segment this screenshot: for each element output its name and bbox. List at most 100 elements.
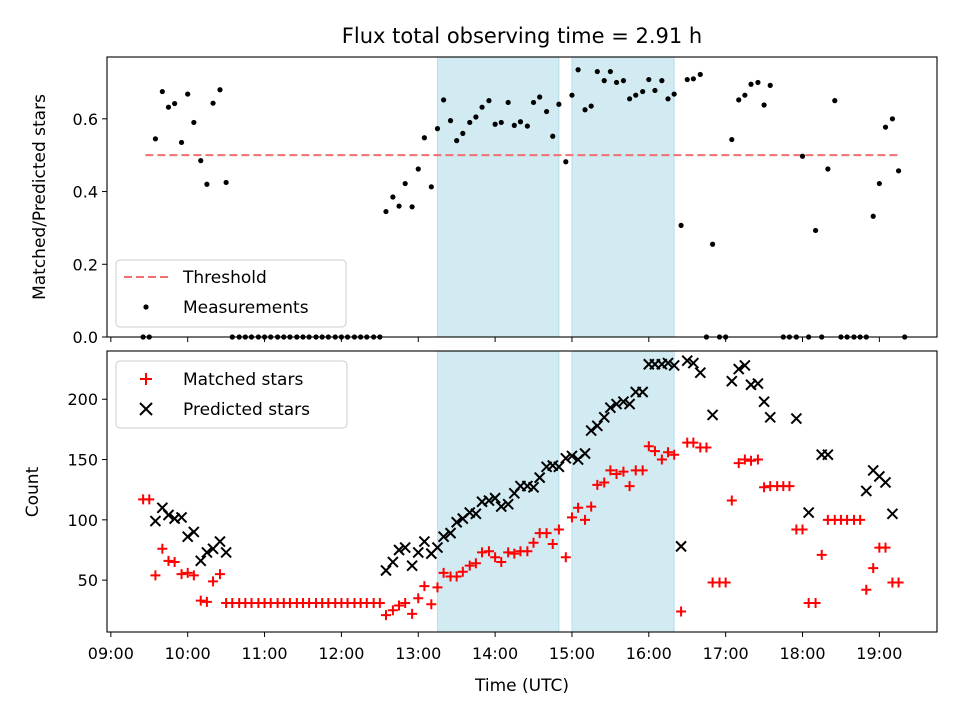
predicted-star-point: [726, 375, 738, 387]
measurement-point: [882, 124, 889, 130]
matched-star-point: [163, 555, 174, 566]
matched-star-point: [643, 441, 654, 452]
predicted-stars-series: [149, 354, 899, 577]
predicted-star-point: [566, 450, 578, 462]
measurement-point: [607, 68, 613, 75]
predicted-star-point: [175, 511, 188, 524]
matched-star-point: [432, 582, 443, 593]
matched-star-point: [483, 546, 494, 557]
measurement-point: [505, 99, 511, 106]
shaded-interval-bottom-0: [436, 350, 560, 633]
top-legend: Threshold Measurements: [115, 259, 347, 328]
matched-star-point: [752, 454, 763, 465]
measurement-point: [498, 119, 504, 126]
measurement-point: [684, 76, 690, 83]
measurement-point: [434, 126, 441, 132]
matched-star-point: [701, 442, 712, 453]
predicted-star-point: [412, 546, 424, 559]
predicted-star-point: [195, 555, 207, 567]
measurement-point: [755, 79, 761, 86]
predicted-star-point: [790, 412, 803, 425]
matched-star-point: [195, 595, 206, 606]
matched-star-point: [201, 596, 212, 607]
measurement-point: [613, 79, 620, 86]
shaded-interval-top-0: [436, 56, 560, 338]
measurement-point: [421, 135, 427, 141]
measurement-point: [165, 104, 172, 110]
measurement-point: [748, 81, 754, 87]
matched-star-point: [861, 584, 872, 595]
matched-star-point: [503, 547, 514, 558]
measurement-point: [588, 103, 594, 109]
chart-title: Flux total observing time = 2.91 h: [342, 24, 702, 48]
predicted-star-point: [591, 420, 604, 432]
matched-star-point: [746, 455, 757, 466]
bottom-xtick-label: 19:00: [856, 644, 902, 663]
matched-star-point: [726, 495, 737, 506]
matched-star-point: [893, 577, 904, 588]
measurement-point: [825, 166, 831, 172]
matched-star-point: [720, 577, 731, 588]
measurement-point: [594, 68, 600, 75]
predicted-star-point: [418, 535, 431, 548]
matched-star-point: [566, 512, 577, 523]
measurement-point: [697, 71, 703, 78]
matched-star-point: [438, 567, 449, 578]
predicted-star-point: [406, 559, 418, 572]
measurement-point: [467, 119, 473, 126]
measurement-point: [217, 87, 223, 93]
predicted-star-point: [579, 447, 591, 460]
matched-star-point: [182, 567, 193, 578]
matched-star-point: [573, 502, 584, 513]
matched-star-point: [208, 576, 219, 587]
predicted-star-point: [527, 481, 540, 493]
matched-star-point: [656, 454, 667, 465]
bottom-ytick-label: 50: [78, 571, 98, 590]
matched-star-point: [618, 466, 629, 477]
matched-star-point: [580, 514, 591, 525]
predicted-star-point: [610, 398, 623, 410]
measurement-point: [191, 119, 197, 126]
predicted-star-point: [681, 354, 693, 367]
predicted-star-point: [886, 508, 899, 520]
legend-matched-label: Matched stars: [183, 370, 303, 390]
predicted-star-point: [470, 508, 482, 520]
bottom-xtick-label: 14:00: [472, 644, 518, 663]
ratio-panel: 0.0 0.2 0.4 0.6 Matched/Predicted stars Thr…: [30, 56, 938, 347]
matched-star-point: [688, 437, 699, 448]
measurement-point: [172, 100, 178, 107]
measurement-point: [556, 101, 562, 107]
matched-star-point: [599, 477, 610, 488]
predicted-star-point: [752, 377, 764, 390]
measurement-point: [620, 78, 627, 84]
bottom-ytick-label: 150: [67, 451, 98, 470]
matched-star-point: [464, 560, 475, 571]
matched-star-point: [509, 548, 520, 559]
measurement-point: [543, 108, 550, 115]
matched-star-point: [150, 570, 161, 581]
matched-star-point: [214, 569, 225, 580]
matched-star-point: [810, 598, 821, 609]
predicted-star-point: [802, 506, 815, 519]
predicted-star-point: [489, 492, 501, 504]
predicted-star-point: [380, 564, 392, 577]
top-ylabel: Matched/Predicted stars: [30, 94, 50, 300]
predicted-star-point: [431, 541, 444, 554]
matched-star-point: [157, 543, 168, 554]
matched-star-point: [560, 552, 571, 563]
predicted-star-point: [483, 494, 495, 507]
measurement-point: [736, 97, 742, 103]
shaded-interval-top-1: [571, 56, 675, 338]
bottom-xtick-label: 15:00: [549, 644, 595, 663]
measurement-point: [659, 78, 665, 84]
measurement-point: [895, 168, 902, 174]
measurement-point: [646, 76, 652, 83]
predicted-star-point: [860, 485, 873, 497]
predicted-star-point: [560, 452, 572, 465]
predicted-star-point: [668, 359, 680, 372]
matched-star-point: [176, 569, 187, 580]
matched-star-point: [797, 524, 808, 535]
predicted-star-point: [553, 461, 565, 473]
matched-star-point: [380, 610, 391, 621]
matched-star-point: [400, 598, 411, 609]
